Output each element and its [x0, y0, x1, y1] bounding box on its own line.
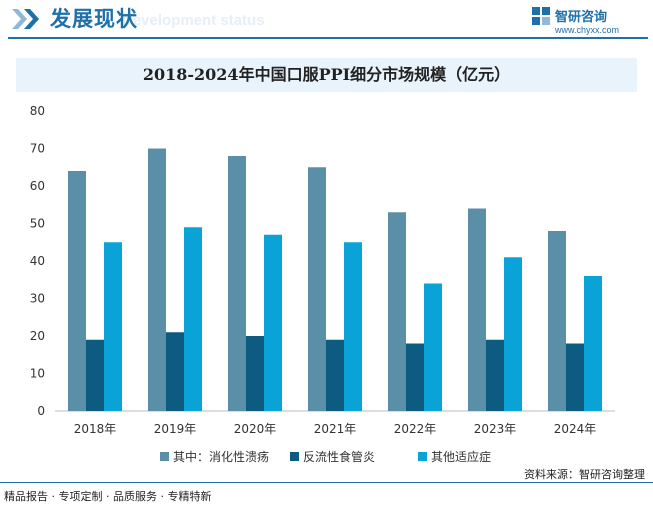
x-tick-label: 2023年	[474, 422, 517, 436]
bar	[68, 171, 86, 411]
bar	[148, 148, 166, 411]
bar	[548, 231, 566, 411]
bar	[406, 343, 424, 411]
y-tick-label: 30	[30, 292, 45, 306]
bar	[326, 339, 344, 411]
x-tick-label: 2022年	[394, 422, 437, 436]
source-note: 资料来源：智研咨询整理	[524, 468, 645, 481]
legend-swatch	[418, 452, 427, 461]
y-tick-label: 40	[30, 254, 45, 268]
brand-name: 智研咨询	[555, 10, 608, 25]
bar	[486, 339, 504, 411]
chart-title: 2018-2024年中国口服PPI细分市场规模（亿元）	[142, 65, 511, 84]
x-tick-label: 2021年	[314, 422, 357, 436]
y-tick-label: 0	[37, 404, 45, 418]
bar	[184, 227, 202, 411]
bar	[344, 242, 362, 411]
double-chevron-icon	[12, 9, 39, 29]
services-tagline: 精品报告 · 专项定制 · 品质服务 · 专精特新	[4, 490, 212, 503]
page-header: Development status 发展现状 智研咨询 www.chyxx.c…	[0, 0, 653, 44]
y-tick-label: 20	[30, 329, 45, 343]
bar	[424, 283, 442, 411]
header-subtitle: Development status	[122, 12, 265, 29]
bar	[104, 242, 122, 411]
bar	[468, 208, 486, 411]
y-tick-label: 70	[30, 142, 45, 156]
y-tick-label: 60	[30, 179, 45, 193]
y-tick-label: 50	[30, 217, 45, 231]
bar	[86, 339, 104, 411]
footer-divider	[0, 482, 653, 483]
x-tick-label: 2018年	[74, 422, 117, 436]
bar	[584, 276, 602, 411]
chart-title-band: 2018-2024年中国口服PPI细分市场规模（亿元）	[16, 58, 637, 92]
x-tick-label: 2020年	[234, 422, 277, 436]
legend-label: 反流性食管炎	[303, 449, 375, 464]
x-tick-label: 2024年	[554, 422, 597, 436]
bar	[264, 234, 282, 411]
bar	[388, 212, 406, 411]
legend-label: 其中：消化性溃疡	[173, 449, 269, 464]
legend-swatch	[290, 452, 299, 461]
bar	[566, 343, 584, 411]
bar	[308, 167, 326, 411]
page-title: 发展现状	[50, 7, 138, 31]
y-tick-label: 10	[30, 367, 45, 381]
brand-logo-icon	[532, 7, 550, 25]
x-tick-label: 2019年	[154, 422, 197, 436]
brand-url: www.chyxx.com	[555, 25, 620, 35]
bar	[228, 156, 246, 411]
bar	[166, 332, 184, 411]
brand: 智研咨询 www.chyxx.com	[531, 4, 641, 38]
bar	[246, 336, 264, 411]
legend-swatch	[160, 452, 169, 461]
header-divider	[8, 37, 648, 39]
y-tick-label: 80	[30, 104, 45, 118]
legend-label: 其他适应症	[431, 449, 491, 464]
bar	[504, 257, 522, 411]
